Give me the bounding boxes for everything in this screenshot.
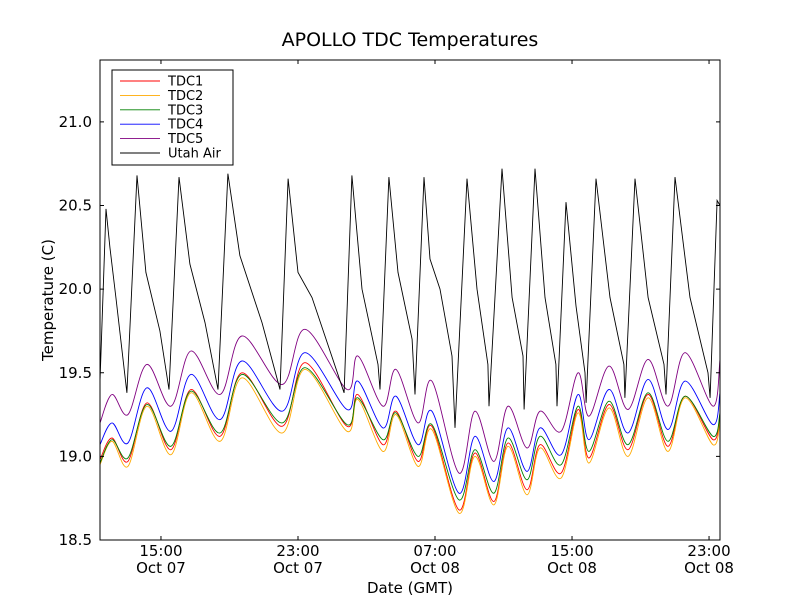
chart-title: APOLLO TDC Temperatures [282, 29, 539, 51]
x-tick-label-time: 23:00 [687, 542, 730, 560]
x-axis-label: Date (GMT) [367, 579, 453, 597]
legend-label-tdc4: TDC4 [167, 118, 203, 133]
y-tick-label: 19.0 [59, 447, 92, 465]
x-tick-label-date: Oct 08 [684, 559, 734, 577]
x-tick-label-time: 23:00 [276, 542, 319, 560]
x-tick-label-time: 07:00 [413, 542, 456, 560]
series-line-tdc4 [99, 352, 721, 494]
series-layer [99, 168, 721, 514]
x-tick-label-date: Oct 07 [136, 559, 186, 577]
series-line-tdc1 [99, 362, 721, 511]
y-tick-label: 18.5 [59, 531, 92, 549]
y-tick-label: 20.5 [59, 197, 92, 215]
plot-frame [99, 59, 721, 541]
series-line-utah-air [99, 168, 721, 428]
legend-label-utah-air: Utah Air [168, 147, 221, 162]
y-tick-label: 20.0 [59, 280, 92, 298]
x-tick-label-date: Oct 08 [410, 559, 460, 577]
legend-label-tdc1: TDC1 [167, 75, 203, 90]
series-line-tdc3 [99, 367, 721, 501]
legend-label-tdc5: TDC5 [167, 132, 203, 147]
x-tick-label-date: Oct 07 [273, 559, 323, 577]
y-axis-label: Temperature (C) [39, 239, 57, 362]
legend-label-tdc3: TDC3 [167, 103, 203, 118]
x-tick-label-date: Oct 08 [547, 559, 597, 577]
legend-box [111, 69, 234, 166]
legend-label-tdc2: TDC2 [167, 89, 203, 104]
x-tick-label-time: 15:00 [139, 542, 182, 560]
x-tick-label-time: 15:00 [550, 542, 593, 560]
y-tick-label: 19.5 [59, 364, 92, 382]
series-line-tdc5 [99, 328, 721, 474]
series-line-tdc2 [99, 368, 721, 514]
y-tick-label: 21.0 [59, 113, 92, 131]
